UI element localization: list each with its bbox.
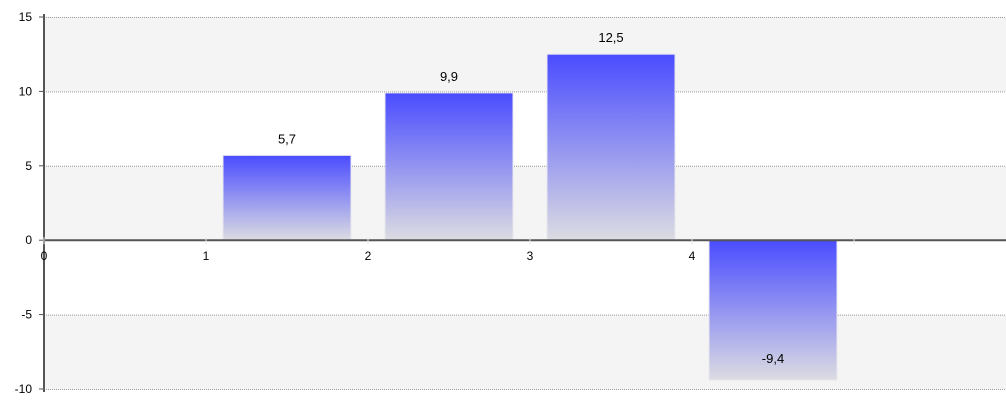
- axes: [43, 14, 1006, 392]
- data-label: -9,4: [762, 351, 784, 366]
- bar: [222, 154, 352, 241]
- y-tick-label: -10: [15, 382, 33, 396]
- y-tick-label: -5: [21, 308, 32, 322]
- gridlines: [44, 17, 1006, 390]
- x-tick-label: 4: [689, 249, 696, 263]
- bars: [222, 53, 838, 381]
- bar: [546, 53, 676, 241]
- plot-band: [44, 165, 1006, 241]
- x-tick-label: 0: [41, 249, 48, 263]
- y-tick-label: 15: [19, 10, 33, 24]
- data-label: 5,7: [278, 131, 296, 146]
- bar: [708, 239, 838, 381]
- y-axis-ticks: 15 10 5 0 -5 -10: [15, 10, 44, 396]
- y-tick-label: 5: [25, 159, 32, 173]
- x-tick-label: 3: [527, 249, 534, 263]
- x-axis-ticks: 0 1 2 3 4: [41, 237, 855, 263]
- x-tick-label: 2: [365, 249, 372, 263]
- plot-bands: [44, 17, 1006, 389]
- data-label: 9,9: [440, 69, 458, 84]
- bar: [384, 92, 514, 241]
- y-tick-label: 0: [25, 233, 32, 247]
- x-tick-label: 1: [203, 249, 210, 263]
- plot-band: [44, 314, 1006, 389]
- data-labels: 5,7 9,9 12,5 -9,4: [278, 30, 784, 366]
- y-tick-label: 10: [19, 84, 33, 98]
- data-label: 12,5: [598, 30, 623, 45]
- plot-band: [44, 17, 1006, 92]
